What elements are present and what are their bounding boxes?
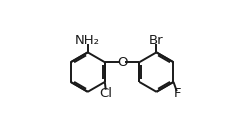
Text: Cl: Cl (99, 87, 112, 100)
Text: Br: Br (148, 34, 163, 47)
Text: NH₂: NH₂ (75, 34, 100, 47)
Text: F: F (173, 87, 181, 100)
Text: O: O (116, 56, 127, 69)
